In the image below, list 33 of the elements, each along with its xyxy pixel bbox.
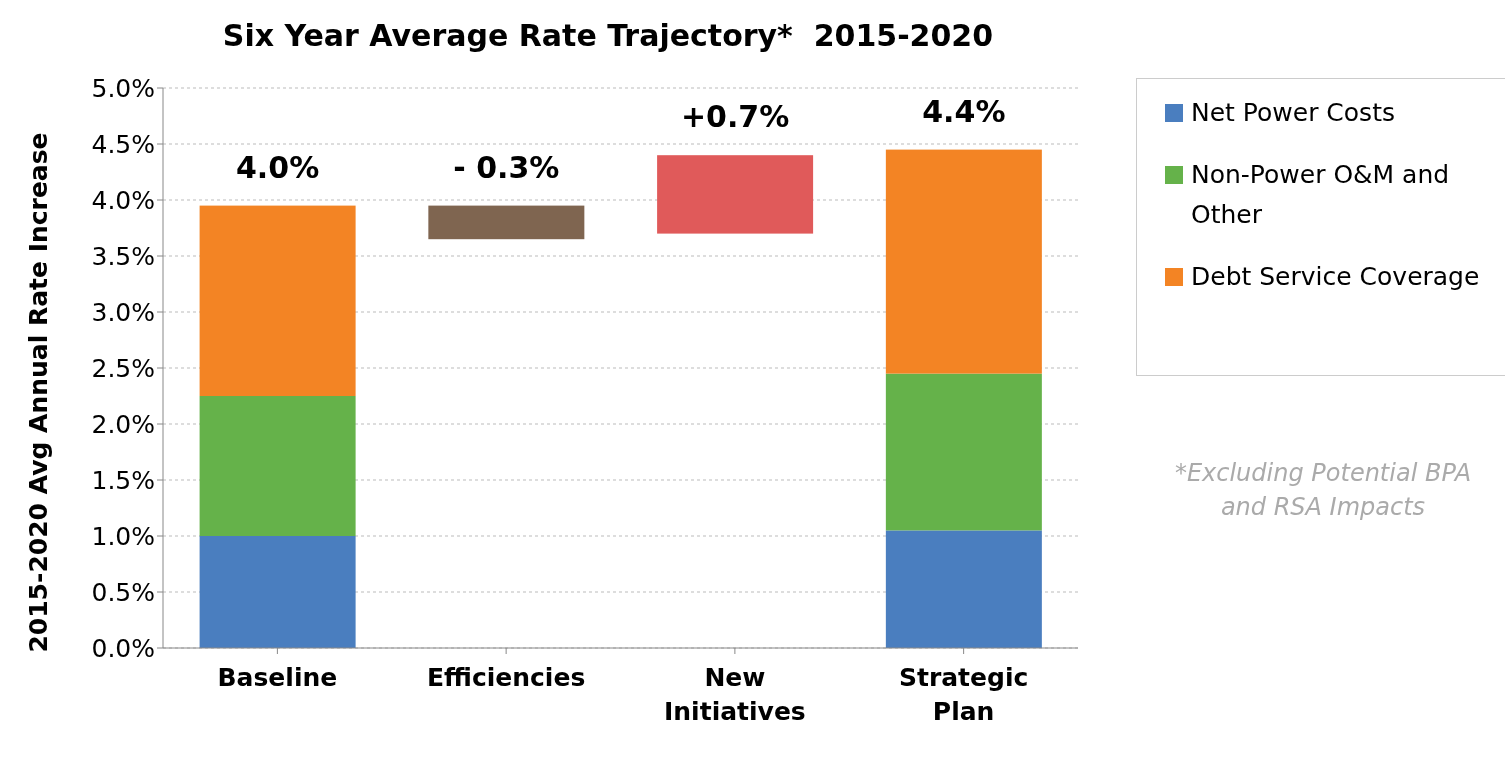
- x-tick-label: New Initiatives: [664, 663, 806, 726]
- text: *Excluding Potential BPA and RSA Impacts: [1173, 458, 1473, 523]
- y-tick-label: 1.5%: [91, 465, 155, 495]
- bar: [657, 155, 814, 234]
- bar: [199, 205, 356, 396]
- bar: [885, 373, 1042, 531]
- y-tick-label: 4.5%: [91, 129, 155, 159]
- y-tick-label: 0.5%: [91, 577, 155, 607]
- total-label: 4.0%: [236, 149, 320, 185]
- data-label: - 0.3%: [453, 149, 560, 185]
- y-tick-label: 3.0%: [91, 297, 155, 327]
- bar: [885, 530, 1042, 648]
- bar: [199, 536, 356, 648]
- y-tick-label: 0.0%: [91, 633, 155, 663]
- chart-title: Six Year Average Rate Trajectory* 2015-2020: [221, 18, 995, 53]
- data-label: +0.7%: [680, 99, 790, 135]
- y-axis-title: 2015-2020 Avg Annual Rate Increase: [23, 131, 53, 655]
- x-tick-label: Baseline: [217, 663, 338, 692]
- legend-label: Debt Service Coverage: [1191, 261, 1480, 293]
- y-tick-label: 5.0%: [91, 73, 155, 103]
- legend-label: Net Power Costs: [1191, 97, 1395, 129]
- y-tick-label: 1.0%: [91, 521, 155, 551]
- y-tick-label: 2.0%: [91, 409, 155, 439]
- total-label: 4.4%: [922, 93, 1006, 129]
- y-tick-label: 2.5%: [91, 353, 155, 383]
- x-tick-label: Efficiencies: [426, 663, 586, 692]
- bar: [428, 205, 585, 240]
- legend-label: Non-Power O&M and Other: [1191, 159, 1451, 231]
- x-tick-label: Strategic Plan: [898, 663, 1029, 726]
- bar: [199, 396, 356, 536]
- bar: [885, 149, 1042, 374]
- y-tick-label: 3.5%: [91, 241, 155, 271]
- y-tick-label: 4.0%: [91, 185, 155, 215]
